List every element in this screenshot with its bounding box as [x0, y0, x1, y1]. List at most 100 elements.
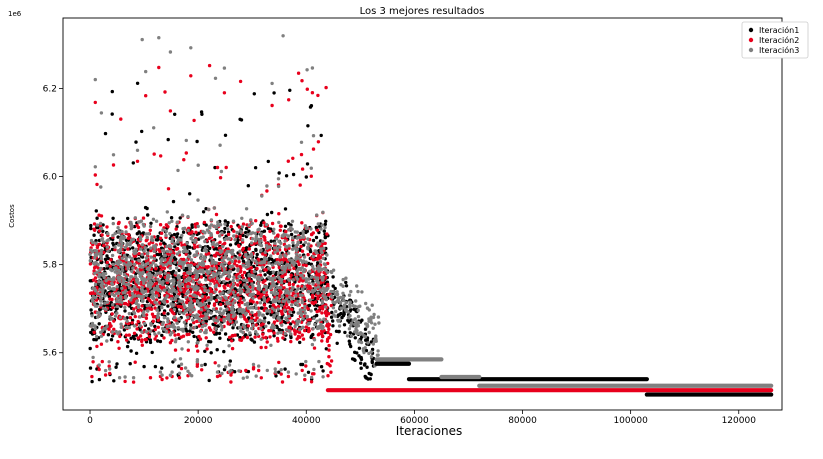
- data-point-3: [211, 275, 215, 279]
- data-point-3: [112, 276, 116, 280]
- data-point-2: [210, 278, 214, 282]
- data-point-3: [129, 298, 133, 302]
- data-point-1: [263, 316, 267, 320]
- data-point-3: [106, 276, 111, 281]
- x-tick-label: 100000: [613, 416, 648, 426]
- data-point-2: [93, 100, 98, 105]
- data-point-1: [321, 369, 325, 373]
- data-point-3: [279, 281, 284, 285]
- data-point-3: [110, 292, 114, 296]
- data-point-3: [164, 296, 168, 300]
- data-point-2: [140, 343, 144, 347]
- data-point-3: [321, 286, 325, 290]
- data-point-2: [238, 79, 243, 84]
- data-point-3: [193, 238, 198, 242]
- data-point-3: [140, 243, 145, 247]
- data-point-3: [178, 357, 183, 361]
- data-point-2: [317, 309, 321, 313]
- data-point-3: [367, 308, 371, 312]
- data-point-2: [312, 346, 317, 350]
- data-point-3: [264, 222, 269, 227]
- data-point-3: [196, 224, 200, 229]
- data-point-1: [226, 220, 230, 225]
- data-point-3: [94, 334, 99, 339]
- data-point-1: [123, 309, 127, 313]
- data-point-3: [289, 288, 294, 293]
- data-point-2: [311, 147, 316, 151]
- data-point-3: [269, 254, 273, 258]
- data-point-2: [137, 252, 141, 256]
- data-point-2: [173, 333, 177, 337]
- data-point-2: [174, 318, 178, 322]
- data-point-3: [321, 210, 325, 214]
- data-point-3: [261, 314, 265, 318]
- data-point-2: [277, 265, 281, 270]
- data-point-1: [344, 280, 348, 285]
- data-point-3: [121, 281, 126, 286]
- data-point-1: [145, 206, 149, 211]
- data-point-1: [340, 315, 344, 320]
- data-point-3: [171, 288, 176, 293]
- data-point-3: [164, 229, 168, 233]
- data-point-1: [153, 324, 157, 329]
- data-point-3: [354, 299, 358, 303]
- data-point-3: [197, 318, 202, 322]
- data-point-3: [172, 307, 177, 312]
- data-point-3: [339, 306, 343, 310]
- data-point-1: [203, 362, 207, 367]
- data-point-3: [289, 332, 293, 336]
- data-point-3: [331, 306, 336, 310]
- data-point-3: [355, 331, 359, 336]
- data-point-3: [303, 285, 307, 289]
- data-point-3: [110, 316, 114, 321]
- data-point-2: [257, 368, 261, 373]
- data-point-2: [279, 372, 283, 376]
- data-point-1: [191, 330, 195, 334]
- data-point-1: [333, 286, 337, 291]
- data-point-3: [233, 294, 237, 299]
- data-point-3: [93, 296, 98, 300]
- data-point-2: [135, 159, 140, 163]
- data-point-3: [218, 223, 223, 227]
- data-point-1: [103, 131, 108, 136]
- data-point-3: [200, 363, 204, 368]
- data-point-2: [152, 152, 156, 156]
- data-point-3: [188, 277, 193, 281]
- data-point-2: [175, 246, 180, 251]
- legend-marker: [748, 27, 754, 33]
- data-point-3: [285, 287, 289, 292]
- data-point-3: [221, 264, 225, 269]
- data-point-2: [245, 319, 249, 324]
- data-point-1: [88, 346, 92, 351]
- data-point-3: [126, 282, 131, 286]
- data-point-2: [304, 364, 308, 368]
- data-point-2: [236, 293, 240, 297]
- data-point-1: [347, 339, 351, 343]
- data-point-1: [301, 243, 306, 247]
- data-point-3: [199, 256, 203, 261]
- data-point-3: [263, 257, 267, 261]
- data-point-3: [220, 371, 224, 376]
- data-point-3: [287, 300, 291, 304]
- data-point-3: [118, 271, 123, 276]
- data-point-3: [306, 247, 310, 251]
- data-point-3: [323, 263, 327, 267]
- data-point-1: [203, 349, 207, 353]
- y-axis: 5.65.86.06.2: [43, 84, 63, 359]
- data-point-3: [286, 251, 291, 255]
- data-point-3: [283, 331, 287, 336]
- data-point-3: [372, 312, 376, 317]
- data-point-3: [241, 330, 245, 335]
- data-point-1: [173, 245, 177, 249]
- data-point-3: [102, 275, 106, 280]
- data-point-2: [193, 222, 197, 226]
- data-point-3: [155, 302, 159, 306]
- data-point-2: [158, 223, 163, 227]
- data-point-3: [191, 318, 195, 322]
- data-point-3: [146, 277, 150, 281]
- data-point-1: [283, 367, 287, 371]
- data-point-3: [124, 325, 129, 330]
- data-point-3: [143, 246, 147, 250]
- data-point-3: [138, 315, 142, 319]
- data-point-3: [99, 111, 104, 115]
